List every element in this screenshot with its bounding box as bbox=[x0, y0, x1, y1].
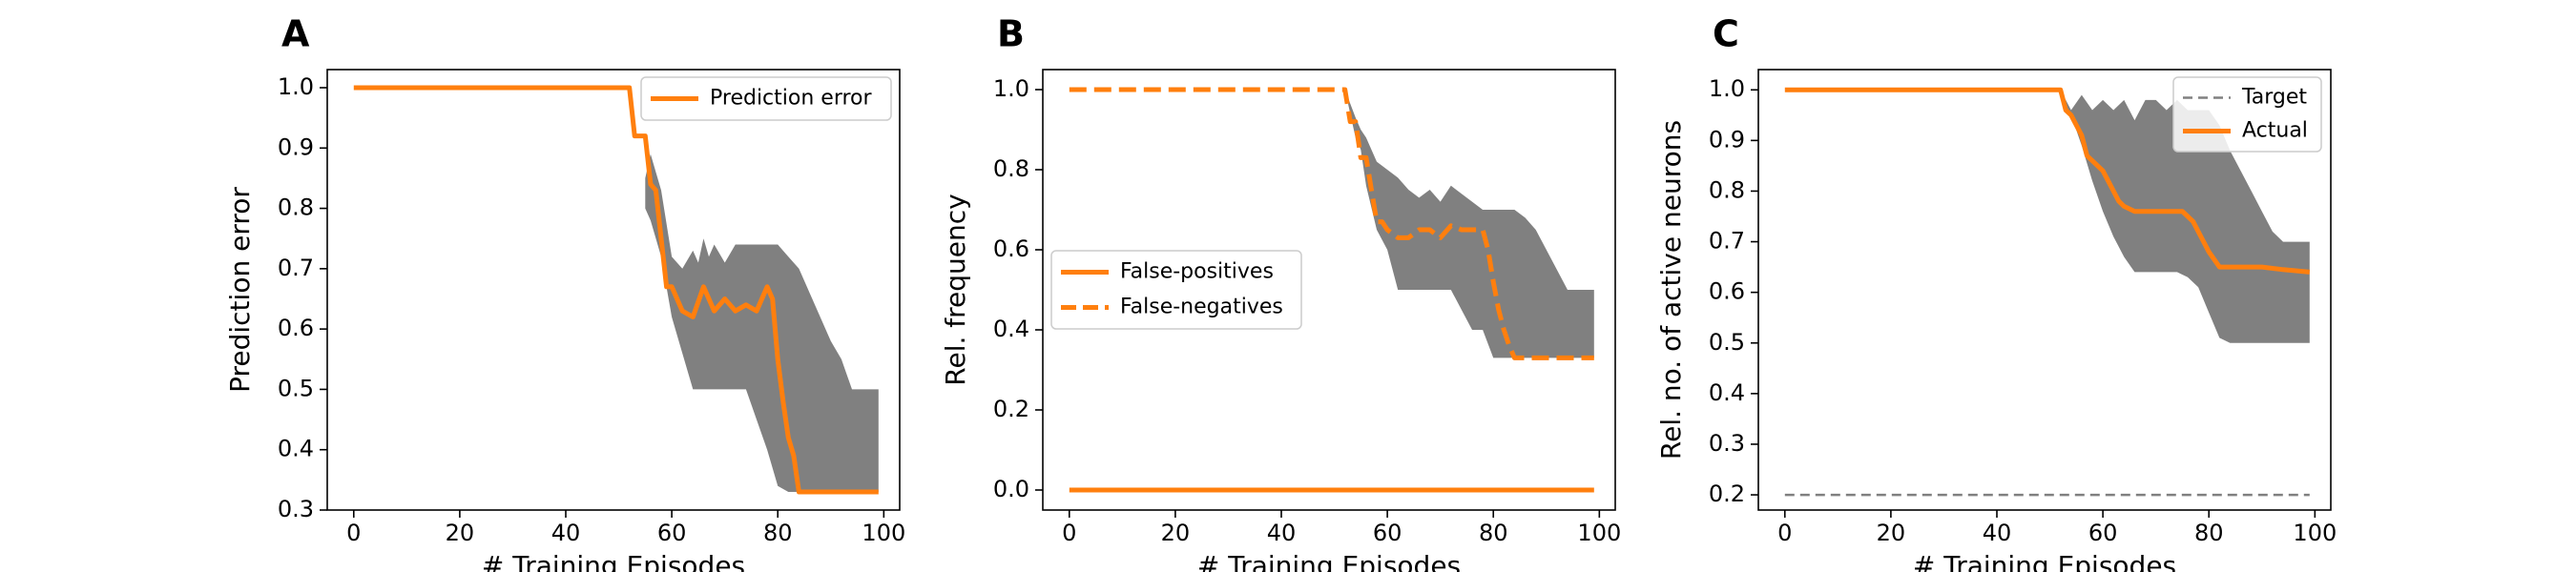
series-line-prediction-error bbox=[353, 85, 879, 495]
plot-frame bbox=[1757, 69, 2332, 511]
panel-b: B 0 20 40 60 80 100 0.0 0.2 0.4 0.6 0.8 1.0 # Trainin… bbox=[940, 13, 1621, 572]
legend-box bbox=[1050, 250, 1302, 330]
y-axis-label: Rel. no. of active neurons bbox=[1655, 120, 1687, 460]
x-tick-label: 20 bbox=[446, 520, 475, 546]
x-tick-label: 20 bbox=[1877, 520, 1906, 546]
legend: False-positives False-negatives bbox=[1050, 250, 1302, 330]
legend-label: Prediction error bbox=[710, 87, 872, 111]
y-tick-label: 0.2 bbox=[1709, 480, 1745, 507]
x-tick-label: 0 bbox=[346, 520, 361, 546]
y-tick-label: 0.7 bbox=[278, 255, 314, 281]
y-tick-label: 0.4 bbox=[1709, 379, 1745, 406]
panel-letter: A bbox=[281, 13, 310, 55]
y-tick-label: 0.5 bbox=[278, 375, 314, 401]
y-tick-label: 0.8 bbox=[993, 155, 1029, 182]
legend-box bbox=[640, 76, 892, 121]
y-tick-label: 0.4 bbox=[993, 316, 1029, 342]
x-tick-label: 0 bbox=[1777, 520, 1792, 546]
confidence-band bbox=[1344, 90, 1594, 358]
y-axis-label: Rel. frequency bbox=[940, 194, 971, 385]
legend: Target Actual bbox=[2172, 76, 2322, 153]
x-axis-label: # Training Episodes bbox=[1197, 550, 1461, 572]
series-line-false-negatives bbox=[1069, 87, 1594, 360]
y-tick-label: 1.0 bbox=[278, 73, 314, 100]
legend-label: False-negatives bbox=[1120, 296, 1283, 319]
x-tick-label: 40 bbox=[1983, 520, 2012, 546]
y-tick-label: 1.0 bbox=[993, 75, 1029, 102]
y-axis-label: Prediction error bbox=[224, 187, 256, 393]
y-tick-label: 0.6 bbox=[1709, 278, 1745, 305]
y-tick-label: 0.3 bbox=[1709, 430, 1745, 457]
legend-label: Actual bbox=[2242, 119, 2308, 143]
legend: Prediction error bbox=[640, 76, 892, 121]
y-tick-label: 0.8 bbox=[1709, 176, 1745, 203]
y-tick-label: 0.8 bbox=[278, 194, 314, 221]
y-tick-label: 0.9 bbox=[278, 133, 314, 160]
x-tick-label: 60 bbox=[2088, 520, 2118, 546]
panel-letter: B bbox=[997, 13, 1025, 55]
plot-frame bbox=[1042, 69, 1616, 511]
panel-a: A 0 20 40 60 80 100 0.3 0.4 0.5 0.6 0.7 0.8 0.9 1.0 # T… bbox=[224, 13, 905, 572]
x-tick-label: 20 bbox=[1161, 520, 1191, 546]
y-tick-label: 0.6 bbox=[993, 235, 1029, 262]
x-tick-label: 60 bbox=[657, 520, 687, 546]
x-axis-label: # Training Episodes bbox=[482, 550, 745, 572]
confidence-band bbox=[645, 153, 879, 492]
x-tick-label: 40 bbox=[551, 520, 581, 546]
x-tick-label: 100 bbox=[2293, 520, 2337, 546]
x-tick-label: 100 bbox=[862, 520, 905, 546]
y-tick-label: 0.6 bbox=[278, 315, 314, 341]
x-tick-label: 40 bbox=[1267, 520, 1297, 546]
y-tick-label: 0.9 bbox=[1709, 126, 1745, 153]
y-tick-label: 0.4 bbox=[278, 436, 314, 462]
y-tick-label: 0.2 bbox=[993, 396, 1029, 422]
y-tick-label: 0.7 bbox=[1709, 228, 1745, 255]
x-tick-label: 100 bbox=[1577, 520, 1621, 546]
panel-c: C 0 20 40 60 80 100 0.2 0.3 0.4 0.5 0.6 0.7 0.8 0.9 1.0… bbox=[1655, 13, 2337, 572]
series-line-actual bbox=[1784, 87, 2311, 275]
x-axis-label: # Training Episodes bbox=[1913, 550, 2176, 572]
legend-label: False-positives bbox=[1120, 260, 1274, 284]
panel-letter: C bbox=[1713, 13, 1739, 55]
x-tick-label: 80 bbox=[1479, 520, 1508, 546]
y-tick-label: 0.5 bbox=[1709, 329, 1745, 356]
x-tick-label: 60 bbox=[1373, 520, 1402, 546]
x-tick-label: 80 bbox=[2194, 520, 2224, 546]
y-tick-label: 0.0 bbox=[993, 476, 1029, 502]
legend-label: Target bbox=[2241, 86, 2307, 110]
x-tick-label: 80 bbox=[763, 520, 793, 546]
plot-frame bbox=[326, 69, 901, 511]
x-tick-label: 0 bbox=[1062, 520, 1076, 546]
y-tick-label: 0.3 bbox=[278, 496, 314, 522]
y-tick-label: 1.0 bbox=[1709, 75, 1745, 102]
